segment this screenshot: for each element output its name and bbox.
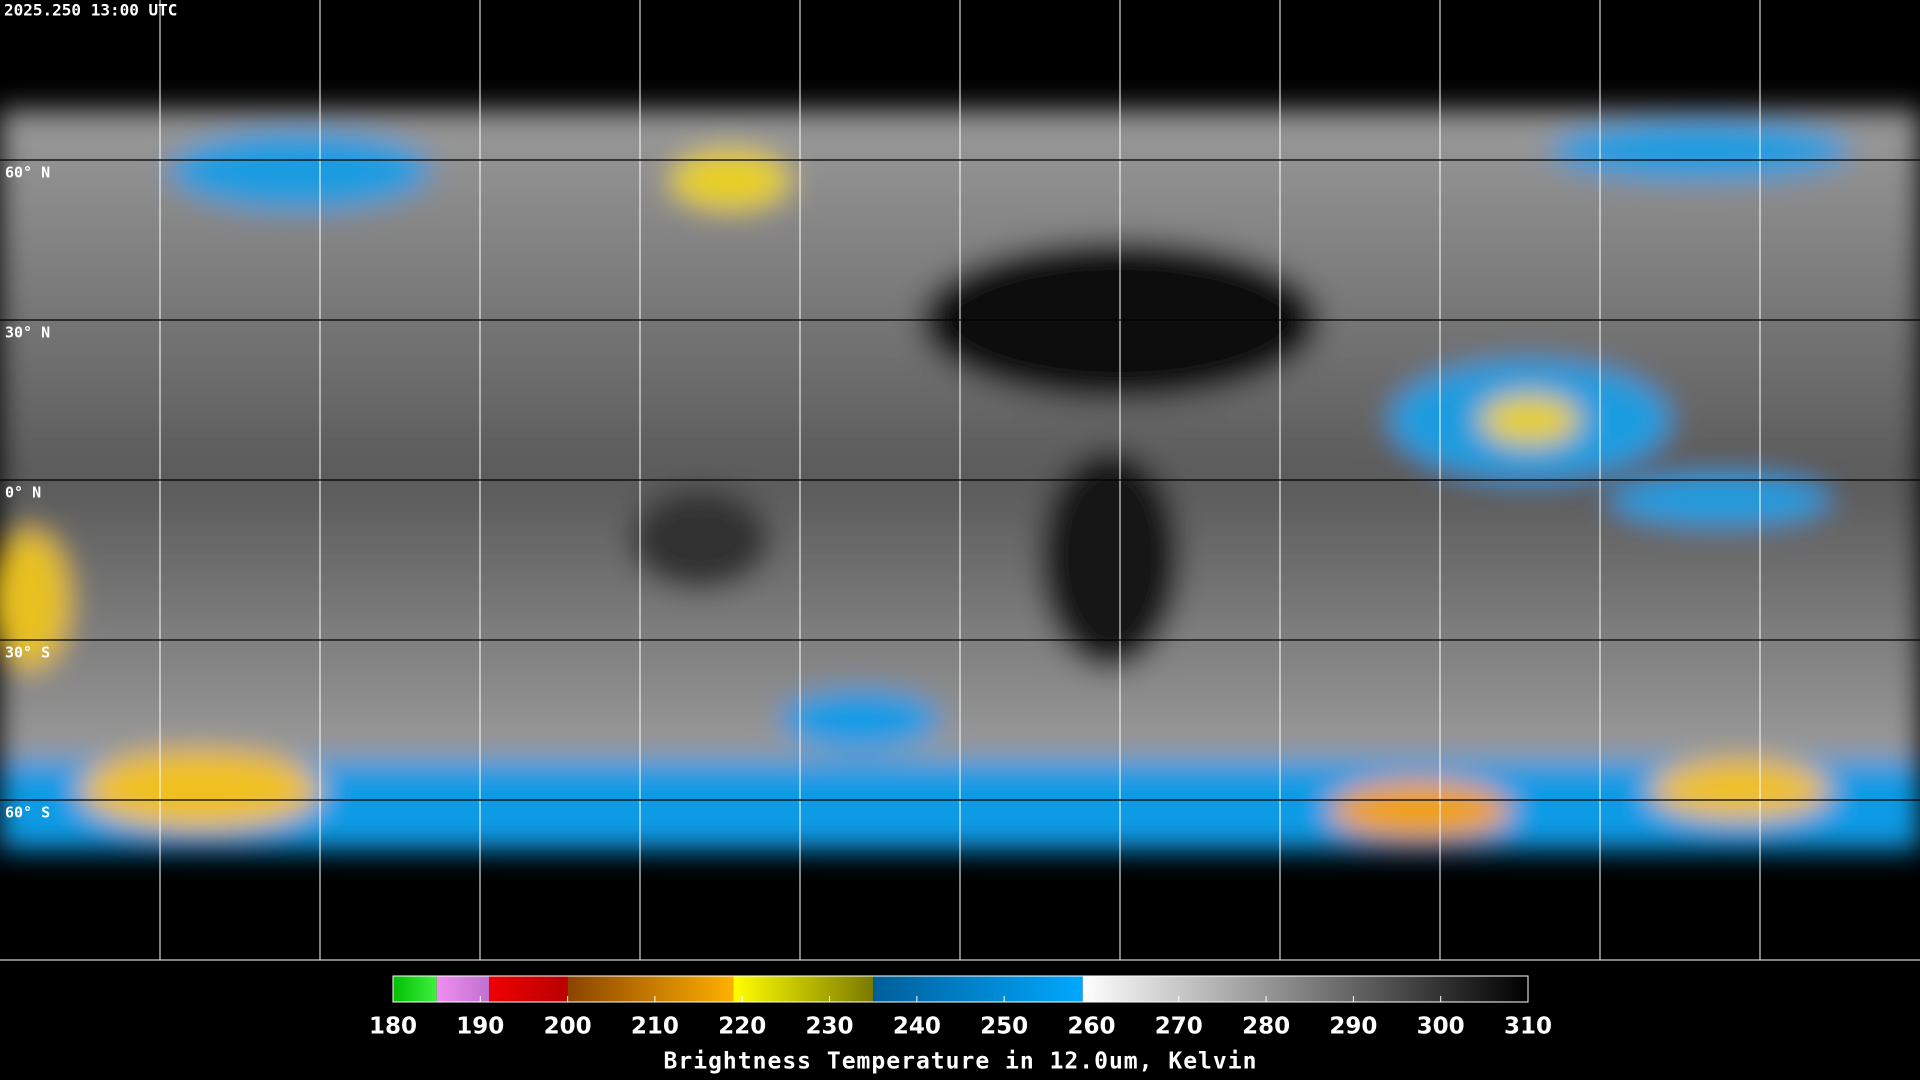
colorbar-tick-label: 240 [893, 1014, 941, 1040]
colorbar-tick-label: 190 [456, 1014, 504, 1040]
colorbar-segment [567, 976, 734, 1002]
storm [80, 750, 320, 830]
latitude-label: 30° N [5, 324, 50, 342]
colorbar-tick-label: 310 [1504, 1014, 1552, 1040]
colorbar-tick-label: 260 [1067, 1014, 1115, 1040]
colorbar-segment [733, 976, 874, 1002]
colorbar-segment [1082, 976, 1528, 1002]
colorbar-tick-label: 230 [806, 1014, 854, 1040]
timestamp: 2025.250 13:00 UTC [4, 1, 177, 20]
clouds [1550, 120, 1850, 180]
colorbar-tick-label: 220 [718, 1014, 766, 1040]
colorbar-segment [489, 976, 568, 1002]
graticule [159, 0, 1761, 960]
colorbar-tick-label: 250 [980, 1014, 1028, 1040]
colorbar-tick-label: 300 [1417, 1014, 1465, 1040]
clouds [0, 530, 70, 670]
colorbar-title: Brightness Temperature in 12.0um, Kelvin [664, 1049, 1258, 1075]
colorbar-segment [436, 976, 490, 1002]
convection [1480, 395, 1580, 445]
southern-africa [1040, 450, 1180, 670]
colorbar-tick-label: 180 [369, 1014, 417, 1040]
latitude-label: 30° S [5, 644, 50, 662]
clouds [170, 130, 430, 210]
latitude-label: 0° N [5, 484, 41, 502]
colorbar-segment [873, 976, 1083, 1002]
colorbar-tick-label: 270 [1155, 1014, 1203, 1040]
colorbar-tick-label: 210 [631, 1014, 679, 1040]
clouds [1610, 475, 1830, 525]
clouds [670, 150, 790, 210]
colorbar-tick-label: 290 [1329, 1014, 1377, 1040]
colorbar-segment [393, 976, 437, 1002]
latitude-label: 60° N [5, 164, 50, 182]
cloud [780, 690, 940, 750]
storm [1330, 780, 1510, 840]
colorbar-frame [392, 975, 1529, 1003]
colorbar-tick-label: 280 [1242, 1014, 1290, 1040]
latitude-label: 60° S [5, 804, 50, 822]
storm [1650, 760, 1830, 820]
colorbar-tick-label: 200 [544, 1014, 592, 1040]
amazon [630, 490, 770, 590]
